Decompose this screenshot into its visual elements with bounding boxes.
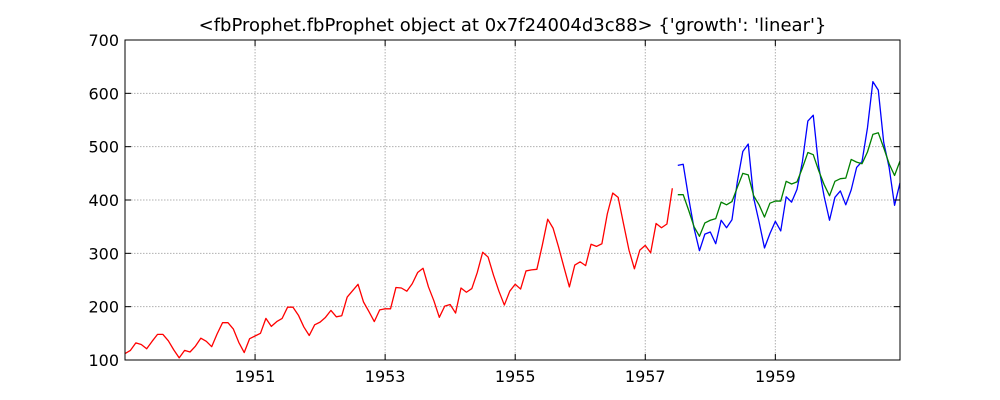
- chart-title: <fbProphet.fbProphet object at 0x7f24004…: [199, 15, 827, 36]
- x-tick-label: 1955: [495, 367, 536, 386]
- x-tick-label: 1957: [625, 367, 666, 386]
- series-layer: [124, 80, 901, 359]
- y-tick-label: 600: [88, 84, 119, 103]
- y-tick-label: 200: [88, 298, 119, 317]
- series-line-2: [677, 80, 901, 252]
- y-tick-label: 300: [88, 244, 119, 263]
- series-line-3: [677, 132, 901, 237]
- y-tick-label: 400: [88, 191, 119, 210]
- x-tick-label: 1951: [235, 367, 276, 386]
- x-tick-label: 1959: [755, 367, 796, 386]
- y-tick-label: 500: [88, 138, 119, 157]
- y-tick-label: 100: [88, 351, 119, 370]
- series-line-1: [124, 188, 673, 359]
- y-tick-label: 700: [88, 31, 119, 50]
- x-tick-label: 1953: [365, 367, 406, 386]
- axis-ticks: 1951 1953 1955 1957 1959 100 200 300 400 500 600 70…: [88, 31, 900, 386]
